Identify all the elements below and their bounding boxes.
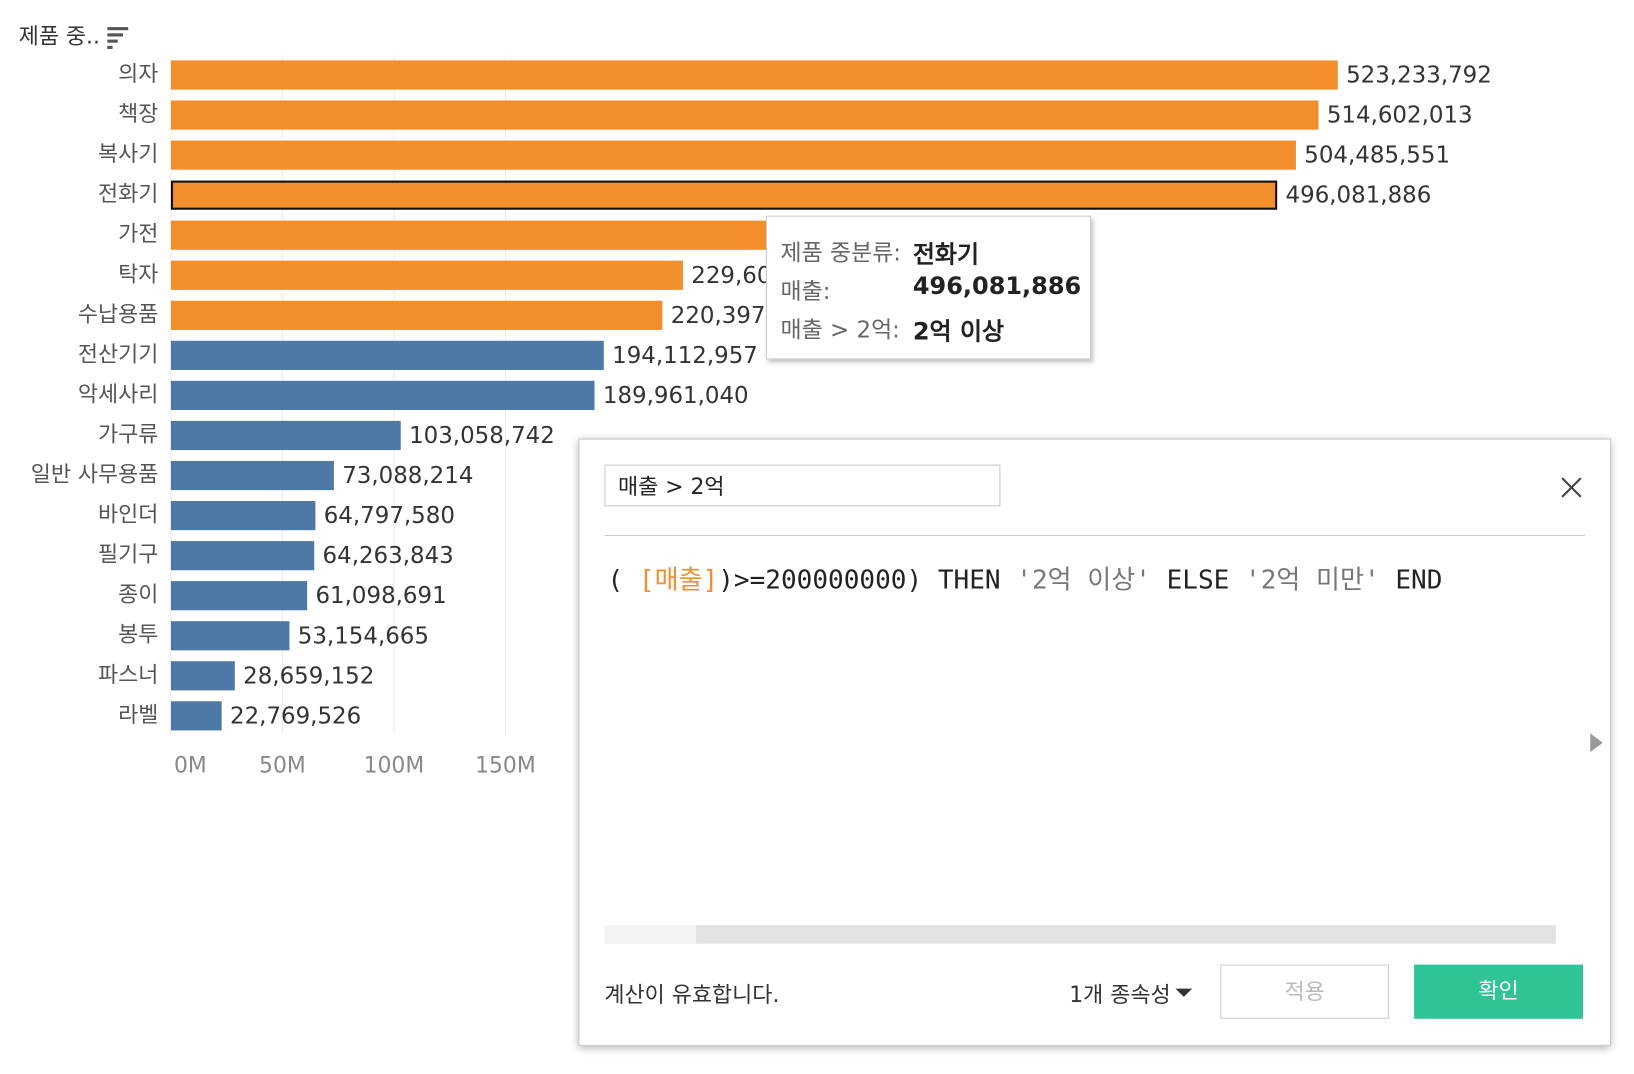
bar: [170, 180, 1278, 210]
apply-button[interactable]: 적용: [1220, 964, 1390, 1019]
category-label: 종이: [118, 583, 158, 608]
tooltip-value: 2억 이상: [912, 318, 1005, 346]
category-label: 전산기기: [78, 342, 158, 367]
bar: [170, 300, 663, 330]
bar: [170, 460, 334, 491]
category-label: 가구류: [98, 422, 158, 447]
ok-button[interactable]: 확인: [1414, 964, 1583, 1019]
dropdown-arrow[interactable]: [1175, 988, 1193, 997]
calc-dialog: 매출 > 2억 ( [매출])>=200000000) THEN '2억 이상'…: [578, 438, 1612, 1046]
tooltip-label: 매출:: [780, 279, 831, 306]
bar: [170, 100, 1319, 130]
x-tick-label: 100M: [364, 754, 425, 779]
formula-token: (: [607, 564, 639, 595]
category-label: 수납용품: [78, 302, 158, 327]
formula-token: [매출]: [638, 564, 719, 595]
scroll-thumb[interactable]: [604, 925, 697, 944]
calc-name[interactable]: 매출 > 2억: [604, 464, 1001, 507]
tooltip-label: 매출 > 2억:: [780, 317, 900, 344]
bar: [170, 420, 401, 451]
category-label: 일반 사무용품: [31, 463, 159, 488]
x-tick-label: 50M: [259, 754, 306, 779]
bar: [170, 380, 595, 411]
bar: [170, 621, 290, 651]
category-label: 가전: [118, 222, 158, 247]
value-label: 523,233,792: [1346, 63, 1492, 89]
category-label: 파스너: [98, 663, 158, 688]
category-label: 봉투: [118, 623, 158, 648]
x-tick-label: 0M: [174, 754, 207, 779]
tooltip-value: 496,081,886: [912, 272, 1082, 301]
bar: [170, 220, 774, 250]
value-label: 28,659,152: [243, 663, 374, 689]
value-label: 61,098,691: [315, 583, 446, 609]
bar: [170, 260, 683, 290]
formula-token: '2억 미만': [1245, 564, 1380, 595]
value-label: 64,263,843: [323, 543, 454, 569]
bar: [170, 140, 1296, 170]
formula-token: '2억 이상': [1016, 564, 1151, 595]
value-label: 64,797,580: [324, 503, 455, 529]
category-label: 라벨: [118, 703, 158, 728]
bar: [170, 60, 1338, 90]
category-label: 복사기: [98, 142, 158, 167]
category-label: 탁자: [118, 262, 158, 287]
value-label: 220,397: [671, 303, 766, 329]
formula-token: )>=200000000) THEN: [718, 564, 1017, 595]
category-label: 전화기: [98, 182, 158, 207]
status: 계산이 유효합니다.: [604, 982, 780, 1008]
dependencies[interactable]: 1개 종속성: [1069, 982, 1171, 1008]
value-label: 73,088,214: [342, 463, 473, 489]
value-label: 53,154,665: [298, 623, 429, 649]
formula[interactable]: ( [매출])>=200000000) THEN '2억 이상' ELSE '2…: [608, 559, 1443, 597]
bar: [170, 340, 604, 370]
category-label: 책장: [118, 102, 158, 127]
category-label: 바인더: [98, 503, 158, 528]
value-label: 103,058,742: [409, 423, 555, 449]
close-button[interactable]: [1561, 477, 1582, 498]
tooltip-value: 전화기: [912, 241, 980, 269]
header: 제품 중..: [19, 25, 100, 50]
tooltip-label: 제품 중분류:: [780, 240, 902, 267]
category-label: 필기구: [98, 543, 158, 568]
category-label: 악세사리: [78, 382, 158, 407]
value-label: 504,485,551: [1304, 143, 1450, 169]
value-label: 22,769,526: [230, 703, 361, 729]
value-label: 514,602,013: [1327, 103, 1473, 129]
x-tick-label: 150M: [475, 754, 536, 779]
bar: [170, 541, 315, 571]
scroll-track[interactable]: [604, 925, 1556, 944]
value-label: 194,112,957: [612, 343, 758, 369]
bar: [170, 701, 222, 731]
expand-arrow[interactable]: [1590, 733, 1603, 753]
formula-token: ELSE: [1150, 564, 1246, 595]
value-label: 189,961,040: [603, 383, 749, 409]
formula-token: END: [1379, 564, 1443, 595]
bar: [170, 661, 235, 691]
bar: [170, 581, 308, 611]
value-label: 229,60: [691, 263, 771, 289]
dialog-decor: [604, 477, 1603, 997]
value-label: 496,081,886: [1286, 183, 1432, 209]
bar: [170, 501, 316, 531]
category-label: 의자: [118, 62, 158, 87]
sort-icon[interactable]: [107, 27, 129, 49]
